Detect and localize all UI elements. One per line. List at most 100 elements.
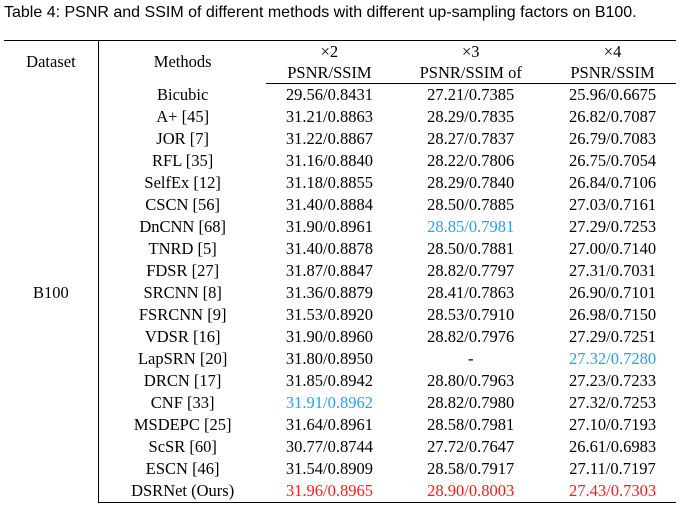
table-row: SRCNN [8] 31.36/0.8879 28.41/0.7863 26.90/0… <box>4 282 676 304</box>
x2-value-cell: 31.80/0.8950 <box>285 349 373 368</box>
x4-value-cell: 27.23/0.7233 <box>569 371 657 390</box>
x2-value-cell: 30.77/0.8744 <box>285 437 373 456</box>
header-scale-x2: ×2 <box>266 40 393 62</box>
x3-value-cell: 28.82/0.7797 <box>427 261 515 280</box>
x4-value-cell: 27.32/0.7253 <box>569 393 657 412</box>
method-cell: Bicubic <box>157 84 209 104</box>
table-caption: Table 4: PSNR and SSIM of different meth… <box>4 4 637 21</box>
method-cell: DSRNet (Ours) <box>98 480 267 503</box>
x4-value-cell: 27.32/0.7280 <box>569 349 657 368</box>
x4-value-cell: 27.29/0.7251 <box>569 327 657 346</box>
table-row: JOR [7] 31.22/0.8867 28.27/0.7837 26.79/0.7… <box>4 128 676 150</box>
method-cell: VDSR [16] <box>144 327 221 346</box>
table-row: FSRCNN [9] 31.53/0.8920 28.53/0.7910 26.98/… <box>4 304 676 326</box>
method-cell: CNF [33] <box>150 393 215 412</box>
table-row: DSRNet (Ours) 31.96/0.8965 28.90/0.8003 27.… <box>4 480 676 503</box>
header-metric-x2: PSNR/SSIM <box>266 62 393 84</box>
table-row: RFL [35] 31.16/0.8840 28.22/0.7806 26.75/0.… <box>4 150 676 172</box>
x4-value-cell: 27.11/0.7197 <box>569 459 656 478</box>
x2-value-cell: 31.18/0.8855 <box>285 173 373 192</box>
x4-value-cell: 26.75/0.7054 <box>569 151 657 170</box>
table-row: FDSR [27] 31.87/0.8847 28.82/0.7797 27.31/0… <box>4 260 676 282</box>
x3-value-cell: 28.50/0.7881 <box>427 239 515 258</box>
x2-value-cell: 31.36/0.8879 <box>285 283 373 302</box>
method-cell: FDSR [27] <box>146 261 220 280</box>
table-row: MSDEPC [25] 31.64/0.8961 28.58/0.7981 27.10… <box>4 414 676 436</box>
x3-value-cell: 28.85/0.7981 <box>427 217 515 236</box>
method-cell: RFL [35] <box>152 151 214 170</box>
x3-value-cell: 28.82/0.7976 <box>427 327 515 346</box>
x4-value-cell: 26.98/0.7150 <box>569 305 657 324</box>
method-cell: CSCN [56] <box>145 195 221 214</box>
x4-value-cell: 26.79/0.7083 <box>569 129 657 148</box>
method-cell: MSDEPC [25] <box>133 415 232 434</box>
method-cell: A+ [45] <box>156 107 210 126</box>
method-cell: DRCN [17] <box>143 371 222 390</box>
header-row-metrics: PSNR/SSIM PSNR/SSIM of PSNR/SSIM <box>4 62 676 84</box>
x2-value-cell: 31.40/0.8878 <box>285 239 373 258</box>
x3-value-cell: 28.29/0.7840 <box>427 173 515 192</box>
table-row: LapSRN [20] 31.80/0.8950 - 27.32/0.7280 <box>4 348 676 370</box>
x4-value-cell: 26.84/0.7106 <box>569 173 657 192</box>
x2-value-cell: 31.90/0.8961 <box>285 217 373 236</box>
x2-value-cell: 31.40/0.8884 <box>285 195 373 214</box>
x2-value-cell: 31.91/0.8962 <box>285 393 373 412</box>
method-cell: FSRCNN [9] <box>138 305 227 324</box>
x2-value-cell: 31.96/0.8965 <box>266 480 393 503</box>
table-row: ESCN [46] 31.54/0.8909 28.58/0.7917 27.11/0… <box>4 458 676 480</box>
header-scale-x3: ×3 <box>392 40 550 62</box>
x2-value-cell: 31.87/0.8847 <box>285 261 373 280</box>
header-metric-x3: PSNR/SSIM of <box>392 62 550 84</box>
method-cell: TNRD [5] <box>148 239 217 258</box>
x2-value-cell: 31.16/0.8840 <box>285 151 373 170</box>
method-cell: DnCNN [68] <box>139 217 226 236</box>
x4-value-cell: 25.96/0.6675 <box>569 85 657 104</box>
x2-value-cell: 31.90/0.8960 <box>285 327 373 346</box>
header-dataset: Dataset <box>4 40 99 84</box>
x4-value-cell: 27.03/0.7161 <box>569 195 657 214</box>
x2-value-cell: 31.54/0.8909 <box>285 459 373 478</box>
x3-value-cell: 28.82/0.7980 <box>427 393 515 412</box>
method-cell: LapSRN [20] <box>137 349 228 368</box>
x2-value-cell: 31.64/0.8961 <box>285 415 373 434</box>
x4-value-cell: 26.61/0.6983 <box>569 437 657 456</box>
x4-value-cell: 26.90/0.7101 <box>569 283 657 302</box>
x4-value-cell: 27.29/0.7253 <box>569 217 657 236</box>
x3-value-cell: 28.53/0.7910 <box>427 305 515 324</box>
x4-value-cell: 26.82/0.7087 <box>569 107 657 126</box>
x4-value-cell: 27.00/0.7140 <box>569 239 657 258</box>
method-cell: SRCNN [8] <box>143 283 222 302</box>
table-row: TNRD [5] 31.40/0.8878 28.50/0.7881 27.00/0.… <box>4 238 676 260</box>
x3-value-cell: 28.58/0.7917 <box>427 459 515 478</box>
table-body: B100 Bicubic 29.56/0.8431 27.21/0.7385 25.96… <box>4 83 676 503</box>
method-cell: JOR [7] <box>156 129 210 148</box>
x3-value-cell: 27.21/0.7385 <box>427 85 515 104</box>
results-table: Dataset Methods ×2 ×3 ×4 PSNR/SSIM PSNR/… <box>4 40 676 503</box>
x3-value-cell: 28.90/0.8003 <box>392 480 550 503</box>
x3-value-cell: - <box>467 349 474 368</box>
header-metric-x4: PSNR/SSIM <box>549 62 676 84</box>
x2-value-cell: 29.56/0.8431 <box>285 85 373 104</box>
table-row: A+ [45] 31.21/0.8863 28.29/0.7835 26.82/0.7… <box>4 106 676 128</box>
x3-value-cell: 28.80/0.7963 <box>427 371 515 390</box>
x2-value-cell: 31.85/0.8942 <box>285 371 373 390</box>
table-row: ScSR [60] 30.77/0.8744 27.72/0.7647 26.61/0… <box>4 436 676 458</box>
x3-value-cell: 28.29/0.7835 <box>427 107 515 126</box>
header-scale-x4: ×4 <box>549 40 676 62</box>
header-methods: Methods <box>98 40 267 84</box>
method-cell: ScSR [60] <box>148 437 217 456</box>
x2-value-cell: 31.22/0.8867 <box>285 129 373 148</box>
header-row-scales: Dataset Methods ×2 ×3 ×4 <box>4 40 676 84</box>
method-cell: ESCN [46] <box>145 459 220 478</box>
x4-value-cell: 27.43/0.7303 <box>549 480 676 503</box>
x2-value-cell: 31.21/0.8863 <box>285 107 373 126</box>
table-row: CSCN [56] 31.40/0.8884 28.50/0.7885 27.03/0… <box>4 194 676 216</box>
x3-value-cell: 28.22/0.7806 <box>427 151 515 170</box>
x3-value-cell: 27.72/0.7647 <box>427 437 515 456</box>
table-row: B100 Bicubic 29.56/0.8431 27.21/0.7385 25.96… <box>4 83 676 503</box>
x3-value-cell: 28.50/0.7885 <box>427 195 515 214</box>
x4-value-cell: 27.31/0.7031 <box>569 261 657 280</box>
table-row: VDSR [16] 31.90/0.8960 28.82/0.7976 27.29/0… <box>4 326 676 348</box>
table-row: SelfEx [12] 31.18/0.8855 28.29/0.7840 26.84… <box>4 172 676 194</box>
x2-value-cell: 31.53/0.8920 <box>285 305 373 324</box>
